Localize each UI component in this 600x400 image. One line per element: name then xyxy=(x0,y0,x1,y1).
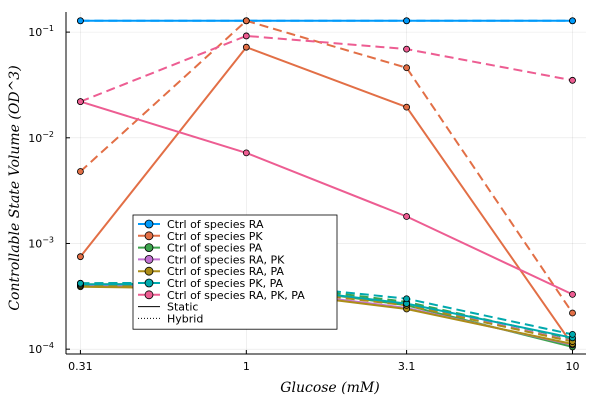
data-point xyxy=(242,149,250,157)
data-point xyxy=(403,213,410,220)
y-tick-label: 10−2 xyxy=(28,130,54,145)
x-tick-label: 0.31 xyxy=(68,360,93,373)
legend-marker xyxy=(144,254,154,264)
legend-marker xyxy=(144,219,154,229)
y-axis-label: Controllable State Volume (OD^3) xyxy=(7,65,23,310)
y-axis-label-text: Controllable State Volume (OD^3) xyxy=(7,65,23,310)
data-point xyxy=(77,168,84,175)
data-point xyxy=(569,76,576,84)
legend-label: Ctrl of species PK xyxy=(167,230,263,243)
data-point xyxy=(569,17,576,25)
series-line-static xyxy=(80,100,573,296)
data-point xyxy=(77,279,84,287)
legend-label: Ctrl of species RA, PA xyxy=(167,265,284,278)
data-point xyxy=(403,295,410,303)
legend-label: Hybrid xyxy=(167,312,203,325)
data-point xyxy=(242,17,250,25)
legend-marker xyxy=(144,243,154,253)
legend-label: Ctrl of species RA, PK, PA xyxy=(167,289,305,302)
data-point xyxy=(403,103,410,111)
y-tick-label: 10−1 xyxy=(28,24,54,39)
data-point xyxy=(569,330,576,338)
legend-label: Ctrl of species PA xyxy=(167,242,263,255)
data-point xyxy=(569,290,576,298)
series-line-static xyxy=(79,46,574,346)
axes: 0.31 1 3.1 10 10−4 10−3 10−2 10−1 xyxy=(28,12,586,373)
x-tick-label: 10 xyxy=(565,360,579,373)
data-point xyxy=(77,17,84,25)
legend-label: Ctrl of species PK, PA xyxy=(167,277,284,290)
x-tick-label: 1 xyxy=(243,360,250,373)
y-tick-label: 10−3 xyxy=(28,235,54,250)
legend-marker xyxy=(144,290,154,300)
data-point xyxy=(77,98,84,106)
legend-label: Static xyxy=(167,301,198,314)
data-point xyxy=(403,17,410,25)
data-point xyxy=(77,253,84,261)
legend-marker xyxy=(144,278,154,288)
data-point xyxy=(403,64,410,72)
legend-marker xyxy=(144,231,154,241)
data-point xyxy=(242,43,250,51)
legend-marker xyxy=(144,266,154,276)
legend-box xyxy=(132,214,338,330)
data-point xyxy=(403,45,410,53)
data-point xyxy=(242,32,250,40)
legend-label: Ctrl of species RA xyxy=(167,218,264,231)
x-axis-label: Glucose (mM) xyxy=(280,380,379,396)
x-axis-label-text: Glucose (mM) xyxy=(280,380,379,396)
x-tick-label: 3.1 xyxy=(398,360,416,373)
series-line-hybrid xyxy=(80,34,573,103)
series-line-hybrid xyxy=(79,19,574,314)
legend-label: Ctrl of species RA, PK xyxy=(167,253,285,266)
y-tick-label: 10−4 xyxy=(28,341,54,356)
data-point xyxy=(569,309,576,317)
